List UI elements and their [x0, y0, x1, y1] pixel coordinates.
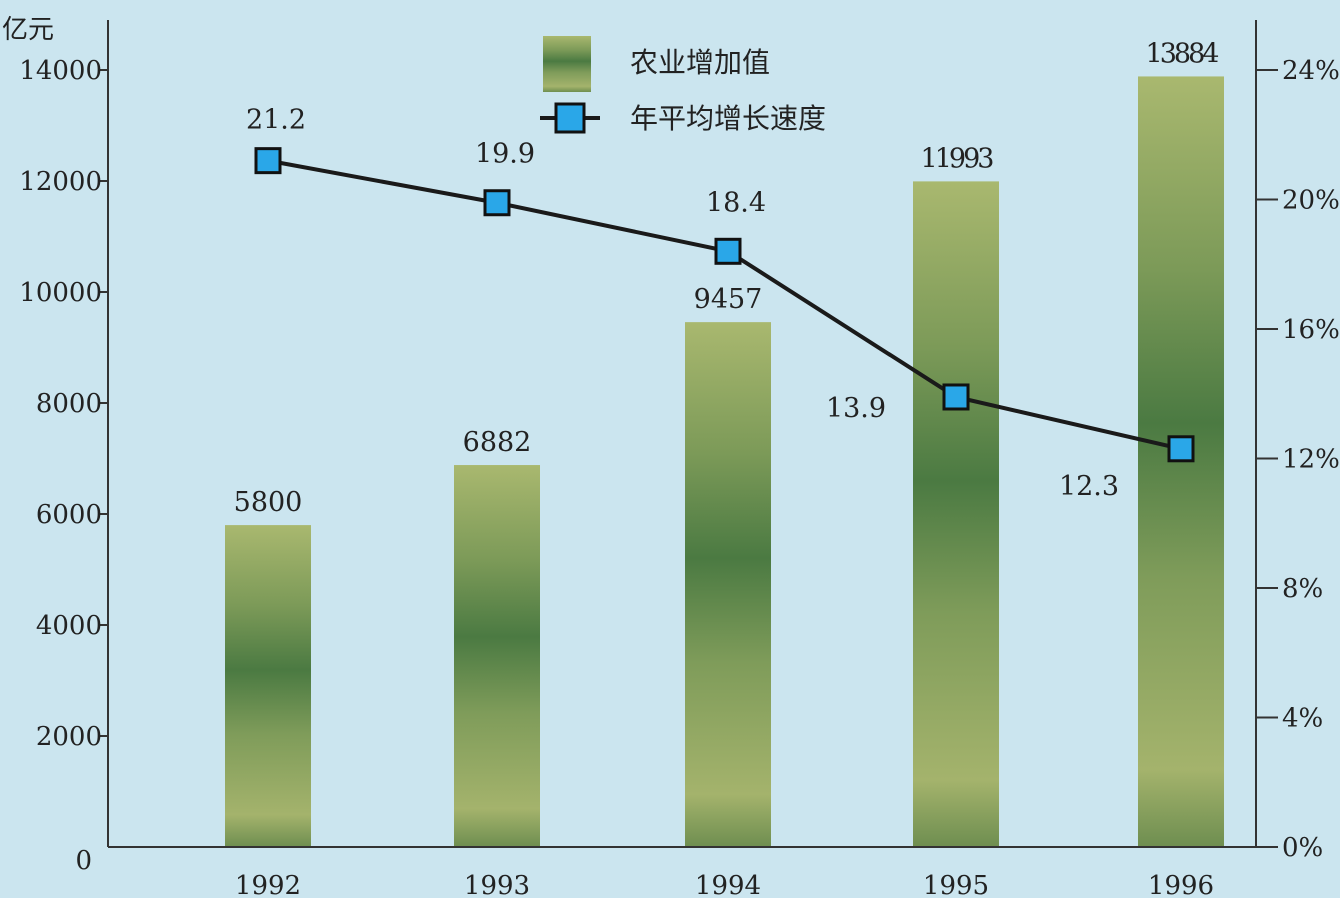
growth-value-label-1993: 19.9	[475, 139, 535, 170]
right-tick-label: 16%	[1282, 315, 1340, 345]
growth-value-label-1992: 21.2	[246, 105, 306, 136]
growth-value-label-1996: 12.3	[1059, 471, 1119, 502]
bar-value-label-1992: 5800	[234, 487, 303, 518]
line-layer	[254, 147, 1195, 463]
left-tick-label: 4000	[36, 611, 102, 641]
legend-bar-label: 农业增加值	[630, 46, 770, 79]
growth-marker-1992	[254, 147, 282, 175]
x-tick-label-1993: 1993	[464, 871, 530, 898]
right-tick-label: 12%	[1282, 445, 1340, 475]
legend-bar-swatch	[543, 36, 591, 92]
left-tick-label: 10000	[19, 278, 102, 308]
left-axis-unit: 亿元	[2, 15, 54, 45]
growth-value-label-1994: 18.4	[706, 187, 766, 218]
left-tick-label: 2000	[36, 722, 102, 752]
growth-marker-1996	[1167, 435, 1195, 463]
right-tick-label: 0%	[1282, 833, 1323, 863]
right-tick-label: 20%	[1282, 186, 1340, 216]
bar-1993	[454, 465, 540, 847]
right-tick-label: 4%	[1282, 704, 1323, 734]
growth-marker-1993	[483, 189, 511, 217]
growth-marker-1994	[714, 237, 742, 265]
labels-layer: 5800 6882 9457 11993 13884 21.2 19.9 18.4 13.9 12…	[234, 38, 1222, 518]
left-tick-label: 0	[75, 846, 92, 876]
bar-1994	[685, 322, 771, 848]
x-tick-label-1992: 1992	[235, 871, 301, 898]
bar-value-label-1993: 6882	[463, 427, 532, 458]
left-tick-label: 12000	[19, 167, 102, 197]
right-tick-label: 24%	[1282, 56, 1340, 86]
bar-value-label-1994: 9457	[694, 284, 763, 315]
x-tick-label-1994: 1994	[695, 871, 761, 898]
growth-value-label-1995: 13.9	[826, 393, 886, 424]
right-tick-label: 8%	[1282, 574, 1323, 604]
left-tick-label: 8000	[36, 389, 102, 419]
bar-value-label-1995: 11993	[921, 143, 994, 174]
bar-1995	[913, 181, 999, 848]
left-tick-label: 6000	[36, 500, 102, 530]
growth-marker-1995	[942, 383, 970, 411]
bar-value-label-1996: 13884	[1146, 38, 1219, 69]
legend-marker-swatch	[554, 102, 586, 134]
axes-layer: 0 2000 4000 6000 8000 10000 12000 14000 0% 4% 8% 12…	[19, 20, 1340, 898]
left-tick-label: 14000	[19, 56, 102, 86]
bar-1992	[225, 525, 311, 847]
x-tick-label-1995: 1995	[923, 871, 989, 898]
legend: 农业增加值 年平均增长速度	[540, 36, 826, 135]
x-tick-label-1996: 1996	[1148, 871, 1214, 898]
legend-line-label: 年平均增长速度	[630, 102, 826, 135]
